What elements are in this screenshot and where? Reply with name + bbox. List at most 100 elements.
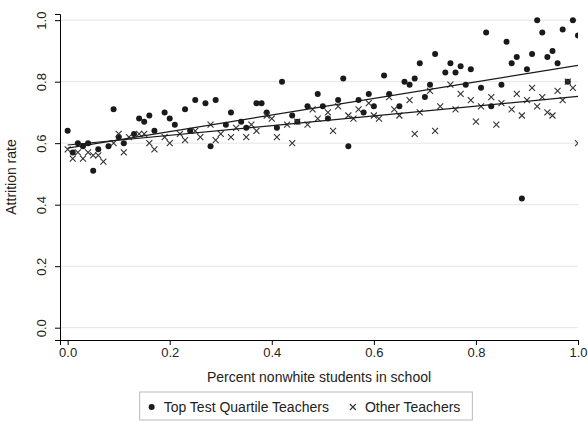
point xyxy=(488,94,494,100)
point xyxy=(422,94,428,100)
point xyxy=(570,85,576,91)
grid xyxy=(60,20,578,328)
point xyxy=(473,119,479,125)
point xyxy=(121,140,127,146)
point xyxy=(401,79,407,85)
point xyxy=(544,54,550,60)
x-tick-label: 0.0 xyxy=(59,345,77,360)
grid-line xyxy=(60,266,578,267)
legend-label: Top Test Quartile Teachers xyxy=(164,399,329,415)
point xyxy=(356,106,362,112)
point xyxy=(570,17,576,23)
point xyxy=(391,106,397,112)
point xyxy=(468,66,474,72)
legend-symbol xyxy=(149,404,155,410)
point xyxy=(345,143,351,149)
x-tick: 0.4 xyxy=(263,340,281,360)
point xyxy=(534,17,540,23)
point xyxy=(534,103,540,109)
y-tick-label: 0.8 xyxy=(34,73,49,91)
point xyxy=(75,149,81,155)
point xyxy=(151,146,157,152)
point xyxy=(146,112,152,118)
point xyxy=(407,82,413,88)
point xyxy=(182,137,188,143)
point xyxy=(417,109,423,115)
point xyxy=(396,103,402,109)
point xyxy=(514,54,520,60)
legend: Top Test Quartile Teachers Other Teachers xyxy=(140,392,473,420)
point xyxy=(514,91,520,97)
point xyxy=(575,140,578,146)
point xyxy=(162,109,168,115)
point xyxy=(325,109,331,115)
point xyxy=(253,128,259,134)
point xyxy=(432,128,438,134)
point xyxy=(519,112,525,118)
point xyxy=(544,109,550,115)
point xyxy=(458,63,464,69)
legend-box xyxy=(140,392,473,420)
y-tick: 0.4 xyxy=(34,196,60,214)
point xyxy=(121,149,127,155)
legend-marker xyxy=(350,404,356,410)
x-tick: 0.2 xyxy=(161,340,179,360)
point xyxy=(95,152,101,158)
point xyxy=(412,131,418,137)
point xyxy=(197,134,203,140)
point xyxy=(213,97,219,103)
point xyxy=(483,29,489,35)
point xyxy=(279,79,285,85)
x-tick-label: 1.0 xyxy=(569,345,587,360)
point xyxy=(524,97,530,103)
x-tick: 0.6 xyxy=(365,340,383,360)
point xyxy=(167,140,173,146)
point xyxy=(162,134,168,140)
grid-line xyxy=(60,20,578,21)
point xyxy=(555,60,561,66)
x-tick: 0.0 xyxy=(59,340,77,360)
legend-marker xyxy=(149,404,155,410)
point xyxy=(289,112,295,118)
point xyxy=(386,94,392,100)
point xyxy=(259,100,265,106)
grid-line xyxy=(60,327,578,328)
point xyxy=(264,109,270,115)
point xyxy=(310,106,316,112)
point xyxy=(442,69,448,75)
point xyxy=(437,103,443,109)
y-tick-label: 0.6 xyxy=(34,135,49,153)
point xyxy=(151,128,157,134)
point xyxy=(493,122,499,128)
point xyxy=(376,116,382,122)
point xyxy=(65,128,71,134)
point xyxy=(340,76,346,82)
x-axis-line xyxy=(61,341,579,346)
point xyxy=(95,146,101,152)
y-tick: 0.0 xyxy=(34,319,60,337)
point xyxy=(509,106,515,112)
point xyxy=(447,60,453,66)
y-tick-mark xyxy=(55,328,60,329)
point xyxy=(167,116,173,122)
x-tick-label: 0.2 xyxy=(161,345,179,360)
y-tick-mark xyxy=(55,143,60,144)
point xyxy=(555,88,561,94)
point xyxy=(111,106,117,112)
point xyxy=(468,97,474,103)
point xyxy=(529,51,535,57)
chart: 0.00.20.40.60.81.00.00.20.40.60.81.0Perc… xyxy=(0,0,588,432)
y-tick-mark xyxy=(55,82,60,83)
point xyxy=(182,106,188,112)
point xyxy=(172,122,178,128)
point xyxy=(432,51,438,57)
y-tick-label: 0.0 xyxy=(34,319,49,337)
point xyxy=(105,143,111,149)
y-tick-mark xyxy=(55,205,60,206)
point xyxy=(269,116,275,122)
legend-label: Other Teachers xyxy=(365,399,460,415)
point xyxy=(228,134,234,140)
y-tick-label: 0.2 xyxy=(34,258,49,276)
point xyxy=(458,91,464,97)
point xyxy=(274,134,280,140)
